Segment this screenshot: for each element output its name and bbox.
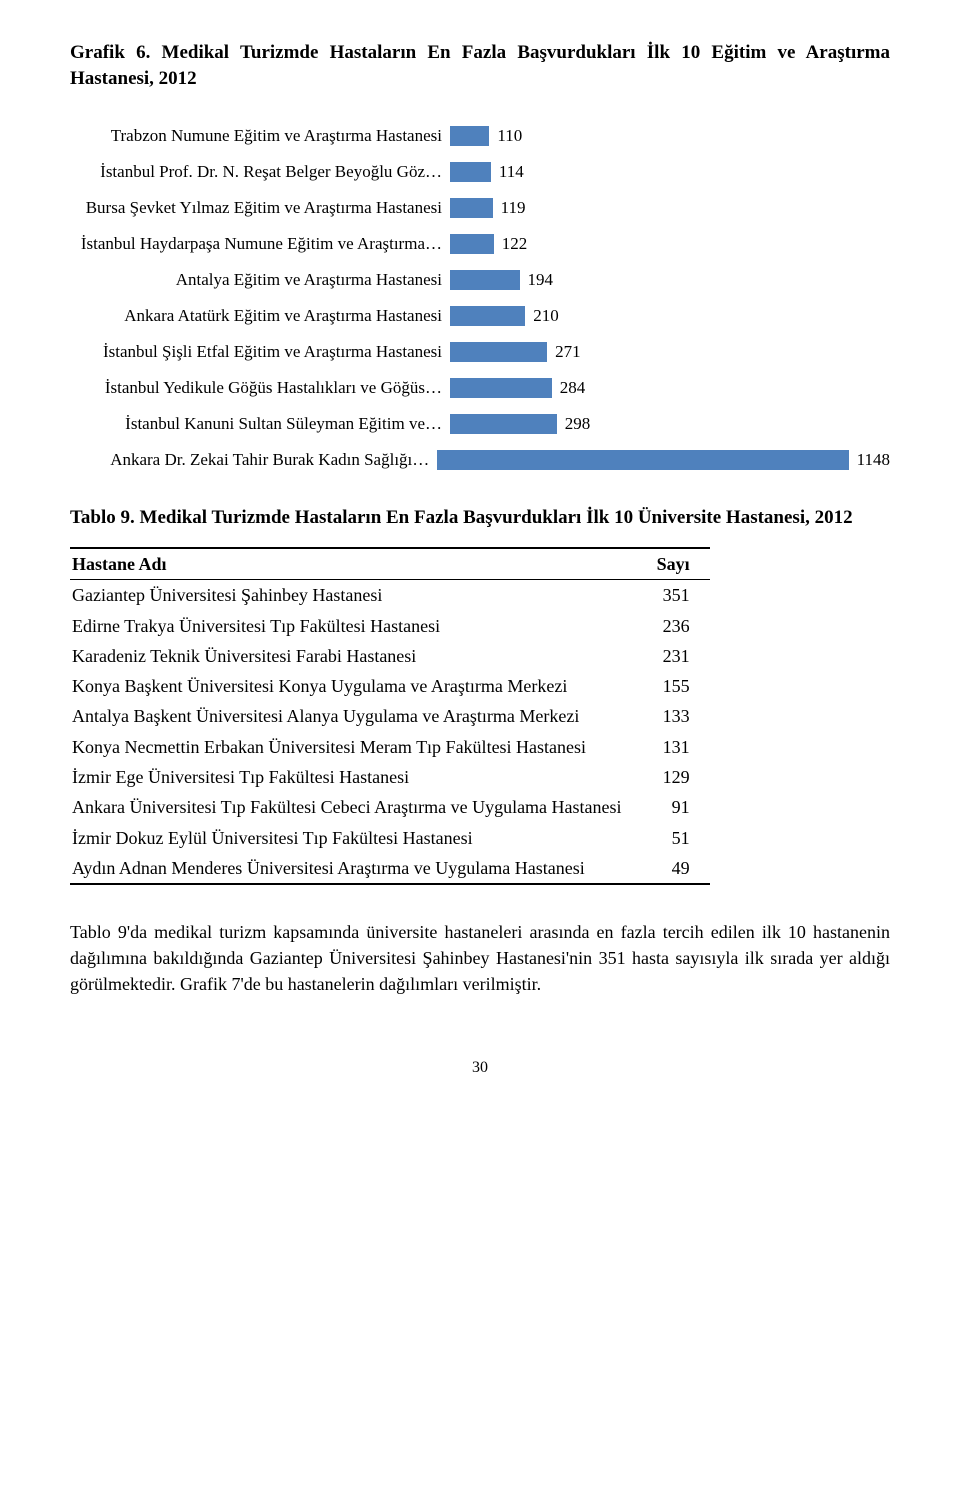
table-row: Edirne Trakya Üniversitesi Tıp Fakültesi… — [70, 611, 710, 641]
table-cell-count: 236 — [652, 611, 709, 641]
table-cell-count: 133 — [652, 701, 709, 731]
chart-bar-wrap: 119 — [450, 197, 890, 220]
chart-bar — [437, 450, 848, 470]
chart-row: Bursa Şevket Yılmaz Eğitim ve Araştırma … — [70, 191, 890, 225]
table-cell-count: 91 — [652, 792, 709, 822]
chart-row-value: 110 — [497, 125, 522, 148]
chart-bar — [450, 414, 557, 434]
chart-row-value: 298 — [565, 413, 591, 436]
table-cell-count: 155 — [652, 671, 709, 701]
table-title: Tablo 9. Medikal Turizmde Hastaların En … — [70, 505, 890, 531]
chart-row-label: İstanbul Şişli Etfal Eğitim ve Araştırma… — [70, 341, 450, 364]
table-row: Karadeniz Teknik Üniversitesi Farabi Has… — [70, 641, 710, 671]
chart-row-value: 1148 — [857, 449, 890, 472]
table-row: Konya Necmettin Erbakan Üniversitesi Mer… — [70, 732, 710, 762]
chart-row: Antalya Eğitim ve Araştırma Hastanesi 194 — [70, 263, 890, 297]
table-cell-count: 51 — [652, 823, 709, 853]
chart-row-label: Bursa Şevket Yılmaz Eğitim ve Araştırma … — [70, 197, 450, 220]
chart-bar-wrap: 271 — [450, 341, 890, 364]
table-cell-count: 129 — [652, 762, 709, 792]
table-col-name: Hastane Adı — [70, 548, 652, 580]
chart-bar-wrap: 194 — [450, 269, 890, 292]
chart-row-label: Trabzon Numune Eğitim ve Araştırma Hasta… — [70, 125, 450, 148]
page-number: 30 — [70, 1057, 890, 1079]
chart-bar — [450, 342, 547, 362]
chart-row-value: 284 — [560, 377, 586, 400]
chart-row-value: 114 — [499, 161, 524, 184]
chart-bar-wrap: 114 — [450, 161, 890, 184]
chart-bar-wrap: 110 — [450, 125, 890, 148]
table-cell-name: İzmir Dokuz Eylül Üniversitesi Tıp Fakül… — [70, 823, 652, 853]
chart-row-label: Ankara Dr. Zekai Tahir Burak Kadın Sağlı… — [70, 449, 437, 472]
chart-bar — [450, 162, 491, 182]
table-cell-name: Aydın Adnan Menderes Üniversitesi Araştı… — [70, 853, 652, 884]
chart-row: Ankara Atatürk Eğitim ve Araştırma Hasta… — [70, 299, 890, 333]
chart-row-label: Ankara Atatürk Eğitim ve Araştırma Hasta… — [70, 305, 450, 328]
table-row: Gaziantep Üniversitesi Şahinbey Hastanes… — [70, 580, 710, 611]
chart-bar — [450, 378, 552, 398]
chart-row-label: İstanbul Prof. Dr. N. Reşat Belger Beyoğ… — [70, 161, 450, 184]
table-cell-count: 351 — [652, 580, 709, 611]
table-row: Antalya Başkent Üniversitesi Alanya Uygu… — [70, 701, 710, 731]
chart-row: İstanbul Şişli Etfal Eğitim ve Araştırma… — [70, 335, 890, 369]
table-cell-count: 131 — [652, 732, 709, 762]
chart-row-label: İstanbul Kanuni Sultan Süleyman Eğitim v… — [70, 413, 450, 436]
table-row: Konya Başkent Üniversitesi Konya Uygulam… — [70, 671, 710, 701]
table-row: Ankara Üniversitesi Tıp Fakültesi Cebeci… — [70, 792, 710, 822]
chart-row: İstanbul Kanuni Sultan Süleyman Eğitim v… — [70, 407, 890, 441]
chart-bar — [450, 198, 493, 218]
chart-row: İstanbul Prof. Dr. N. Reşat Belger Beyoğ… — [70, 155, 890, 189]
table-cell-count: 49 — [652, 853, 709, 884]
chart-bar — [450, 270, 520, 290]
table-cell-name: Konya Başkent Üniversitesi Konya Uygulam… — [70, 671, 652, 701]
table-row: İzmir Ege Üniversitesi Tıp Fakültesi Has… — [70, 762, 710, 792]
chart-row-value: 210 — [533, 305, 559, 328]
table-row: Aydın Adnan Menderes Üniversitesi Araştı… — [70, 853, 710, 884]
chart-row: İstanbul Haydarpaşa Numune Eğitim ve Ara… — [70, 227, 890, 261]
chart-row-label: Antalya Eğitim ve Araştırma Hastanesi — [70, 269, 450, 292]
table-col-count: Sayı — [652, 548, 709, 580]
chart-row: İstanbul Yedikule Göğüs Hastalıkları ve … — [70, 371, 890, 405]
chart-row: Ankara Dr. Zekai Tahir Burak Kadın Sağlı… — [70, 443, 890, 477]
chart-row-value: 119 — [501, 197, 526, 220]
body-paragraph: Tablo 9'da medikal turizm kapsamında üni… — [70, 919, 890, 997]
bar-chart: Trabzon Numune Eğitim ve Araştırma Hasta… — [70, 119, 890, 477]
chart-row: Trabzon Numune Eğitim ve Araştırma Hasta… — [70, 119, 890, 153]
chart-bar-wrap: 284 — [450, 377, 890, 400]
table-cell-name: Edirne Trakya Üniversitesi Tıp Fakültesi… — [70, 611, 652, 641]
table-cell-name: Gaziantep Üniversitesi Şahinbey Hastanes… — [70, 580, 652, 611]
table-cell-name: Ankara Üniversitesi Tıp Fakültesi Cebeci… — [70, 792, 652, 822]
chart-bar-wrap: 298 — [450, 413, 890, 436]
table-cell-count: 231 — [652, 641, 709, 671]
chart-bar — [450, 126, 489, 146]
figure-title: Grafik 6. Medikal Turizmde Hastaların En… — [70, 40, 890, 91]
chart-bar-wrap: 122 — [450, 233, 890, 256]
chart-bar — [450, 306, 525, 326]
chart-bar-wrap: 1148 — [437, 449, 890, 472]
table-cell-name: Karadeniz Teknik Üniversitesi Farabi Has… — [70, 641, 652, 671]
chart-row-value: 194 — [528, 269, 554, 292]
table-cell-name: Konya Necmettin Erbakan Üniversitesi Mer… — [70, 732, 652, 762]
table-cell-name: Antalya Başkent Üniversitesi Alanya Uygu… — [70, 701, 652, 731]
chart-row-label: İstanbul Yedikule Göğüs Hastalıkları ve … — [70, 377, 450, 400]
chart-row-value: 122 — [502, 233, 528, 256]
table-cell-name: İzmir Ege Üniversitesi Tıp Fakültesi Has… — [70, 762, 652, 792]
chart-row-value: 271 — [555, 341, 581, 364]
chart-row-label: İstanbul Haydarpaşa Numune Eğitim ve Ara… — [70, 233, 450, 256]
data-table: Hastane Adı Sayı Gaziantep Üniversitesi … — [70, 547, 710, 885]
chart-bar-wrap: 210 — [450, 305, 890, 328]
table-row: İzmir Dokuz Eylül Üniversitesi Tıp Fakül… — [70, 823, 710, 853]
chart-bar — [450, 234, 494, 254]
